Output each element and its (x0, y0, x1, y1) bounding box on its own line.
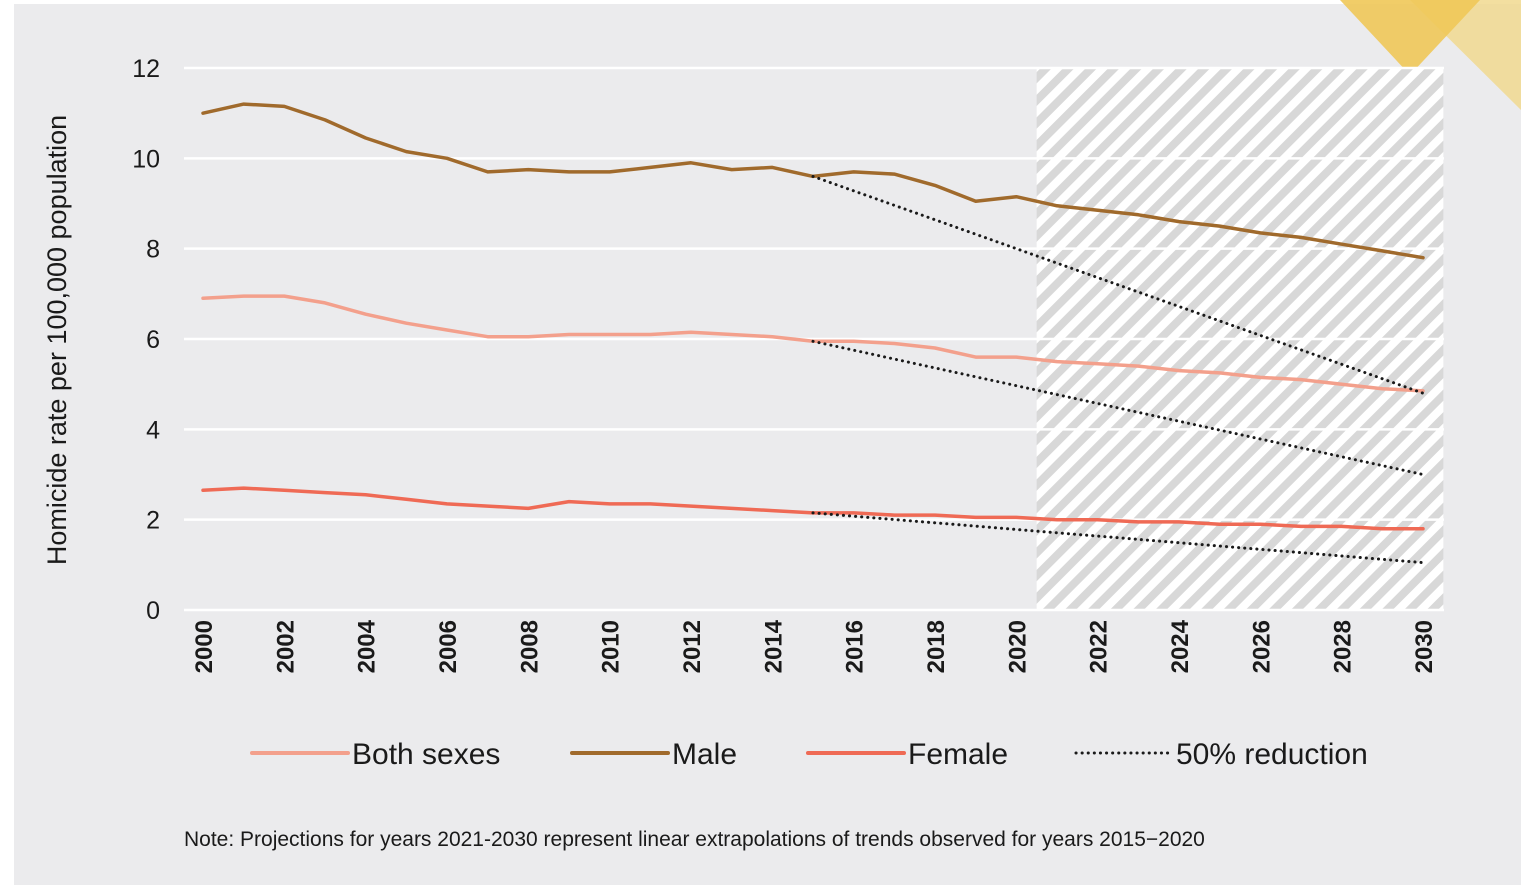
x-tick-label-2014: 2014 (760, 619, 787, 673)
x-tick-label-2024: 2024 (1167, 619, 1194, 673)
corner-ornament (1340, 0, 1521, 110)
x-tick-label-2006: 2006 (435, 620, 462, 673)
series-50-reduction-line-2 (811, 339, 1425, 476)
legend-label-both-sexes: Both sexes (352, 738, 500, 771)
x-tick-label-2030: 2030 (1411, 620, 1438, 673)
gridlines (184, 66, 1444, 612)
legend-label-50-reduction: 50% reduction (1176, 738, 1368, 771)
x-tick-label-2010: 2010 (598, 620, 625, 673)
x-tick-label-2018: 2018 (923, 620, 950, 673)
x-tick-label-2022: 2022 (1086, 620, 1113, 673)
legend-label-female: Female (908, 738, 1008, 771)
x-tick-label-2012: 2012 (679, 620, 706, 673)
x-tick-label-2000: 2000 (191, 620, 218, 673)
x-tick-label-2008: 2008 (516, 620, 543, 673)
x-tick-label-2016: 2016 (842, 620, 869, 673)
x-axis-ticks: 2000 2002 2004 2006 2008 2010 2012 2014 2016 2018… (191, 619, 1438, 673)
y-tick-label-6: 6 (146, 326, 160, 354)
y-axis-ticks: 0 2 4 6 8 10 12 (132, 55, 160, 625)
x-tick-label-2020: 2020 (1004, 620, 1031, 673)
x-tick-label-2028: 2028 (1330, 620, 1357, 673)
y-tick-label-10: 10 (132, 145, 160, 173)
series-lines (201, 102, 1425, 565)
y-tick-label-8: 8 (146, 236, 160, 264)
series-50-reduction-line-3 (811, 511, 1425, 565)
x-tick-label-2004: 2004 (354, 619, 381, 673)
y-tick-label-12: 12 (132, 55, 160, 83)
chart-note: Note: Projections for years 2021-2030 re… (184, 828, 1205, 851)
x-tick-label-2026: 2026 (1248, 620, 1275, 673)
y-tick-label-0: 0 (146, 597, 160, 625)
series-50-reduction-line-1 (811, 174, 1425, 395)
x-tick-label-2002: 2002 (272, 620, 299, 673)
y-axis-label: Homicide rate per 100,000 population (42, 115, 72, 565)
legend: Both sexes Male Female 50% reduction (250, 738, 1368, 771)
legend-label-male: Male (672, 738, 737, 771)
y-tick-label-2: 2 (146, 507, 160, 535)
y-tick-label-4: 4 (146, 416, 160, 444)
